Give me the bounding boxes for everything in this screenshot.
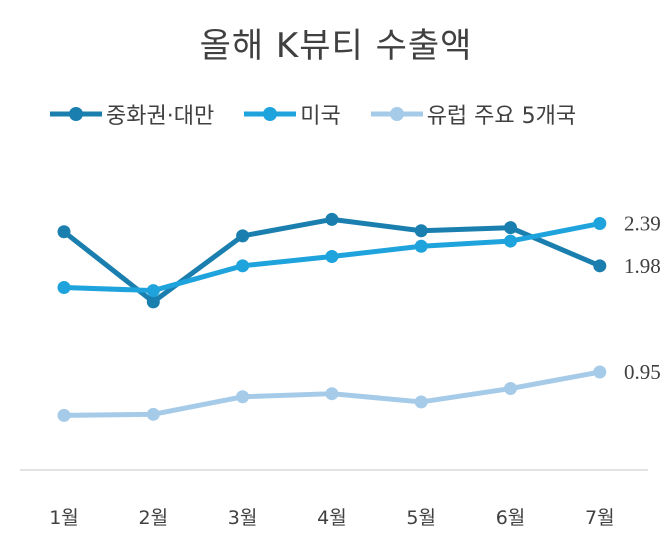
x-tick-label: 3월 (228, 507, 258, 529)
legend-item-greater-china: 중화권·대만 (50, 98, 214, 130)
legend-swatch-greater-china-icon (50, 107, 102, 121)
data-point (236, 390, 250, 404)
data-point (57, 225, 71, 239)
data-point (236, 259, 250, 273)
data-point (593, 259, 607, 273)
data-point (593, 217, 607, 231)
data-point (504, 234, 517, 248)
data-point (146, 407, 160, 421)
end-value-label: 1.98 (624, 254, 661, 278)
x-tick-label: 4월 (317, 507, 347, 529)
legend-item-europe: 유럽 주요 5개국 (370, 98, 577, 130)
x-tick-label: 2월 (139, 507, 169, 529)
legend-label-europe: 유럽 주요 5개국 (426, 104, 577, 129)
data-point (504, 221, 517, 235)
x-tick-label: 7월 (585, 507, 615, 529)
legend-swatch-europe-icon (370, 107, 423, 121)
legend-label-usa: 미국 (300, 104, 341, 129)
data-point (325, 387, 339, 401)
x-tick-label: 1월 (49, 507, 79, 529)
legend-swatch-usa-icon (244, 107, 297, 121)
end-value-label: 0.95 (624, 360, 661, 384)
data-point (414, 224, 428, 238)
data-point (414, 239, 428, 253)
data-point (325, 212, 339, 226)
chart-title: 올해 K뷰티 수출액 (199, 26, 473, 66)
data-point (414, 395, 428, 409)
data-point (146, 284, 160, 298)
x-tick-label: 5월 (406, 507, 436, 529)
data-point (57, 408, 71, 422)
data-point (504, 382, 517, 396)
data-point (236, 229, 250, 243)
data-point (325, 250, 339, 264)
data-point (146, 295, 160, 309)
x-tick-label: 6월 (496, 507, 526, 529)
legend-label-greater-china: 중화권·대만 (106, 104, 215, 129)
legend: 중화권·대만 미국 유럽 주요 5개국 (50, 98, 576, 130)
data-point (593, 365, 607, 379)
legend-item-usa: 미국 (244, 98, 341, 130)
end-value-label: 2.39 (624, 212, 661, 236)
data-point (57, 280, 71, 294)
